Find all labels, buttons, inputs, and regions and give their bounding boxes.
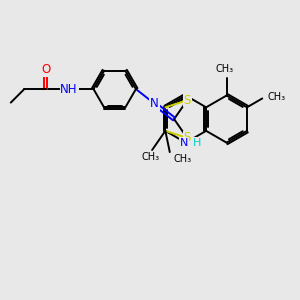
Text: NH: NH (60, 82, 78, 96)
Text: CH₃: CH₃ (173, 154, 191, 164)
Text: CH₃: CH₃ (142, 152, 160, 162)
Text: CH₃: CH₃ (268, 92, 286, 102)
Text: H: H (193, 138, 201, 148)
Text: CH₃: CH₃ (215, 64, 233, 74)
Text: S: S (184, 131, 191, 145)
Text: O: O (41, 63, 50, 76)
Text: N: N (180, 138, 188, 148)
Text: N: N (150, 97, 159, 110)
Text: S: S (184, 94, 191, 107)
